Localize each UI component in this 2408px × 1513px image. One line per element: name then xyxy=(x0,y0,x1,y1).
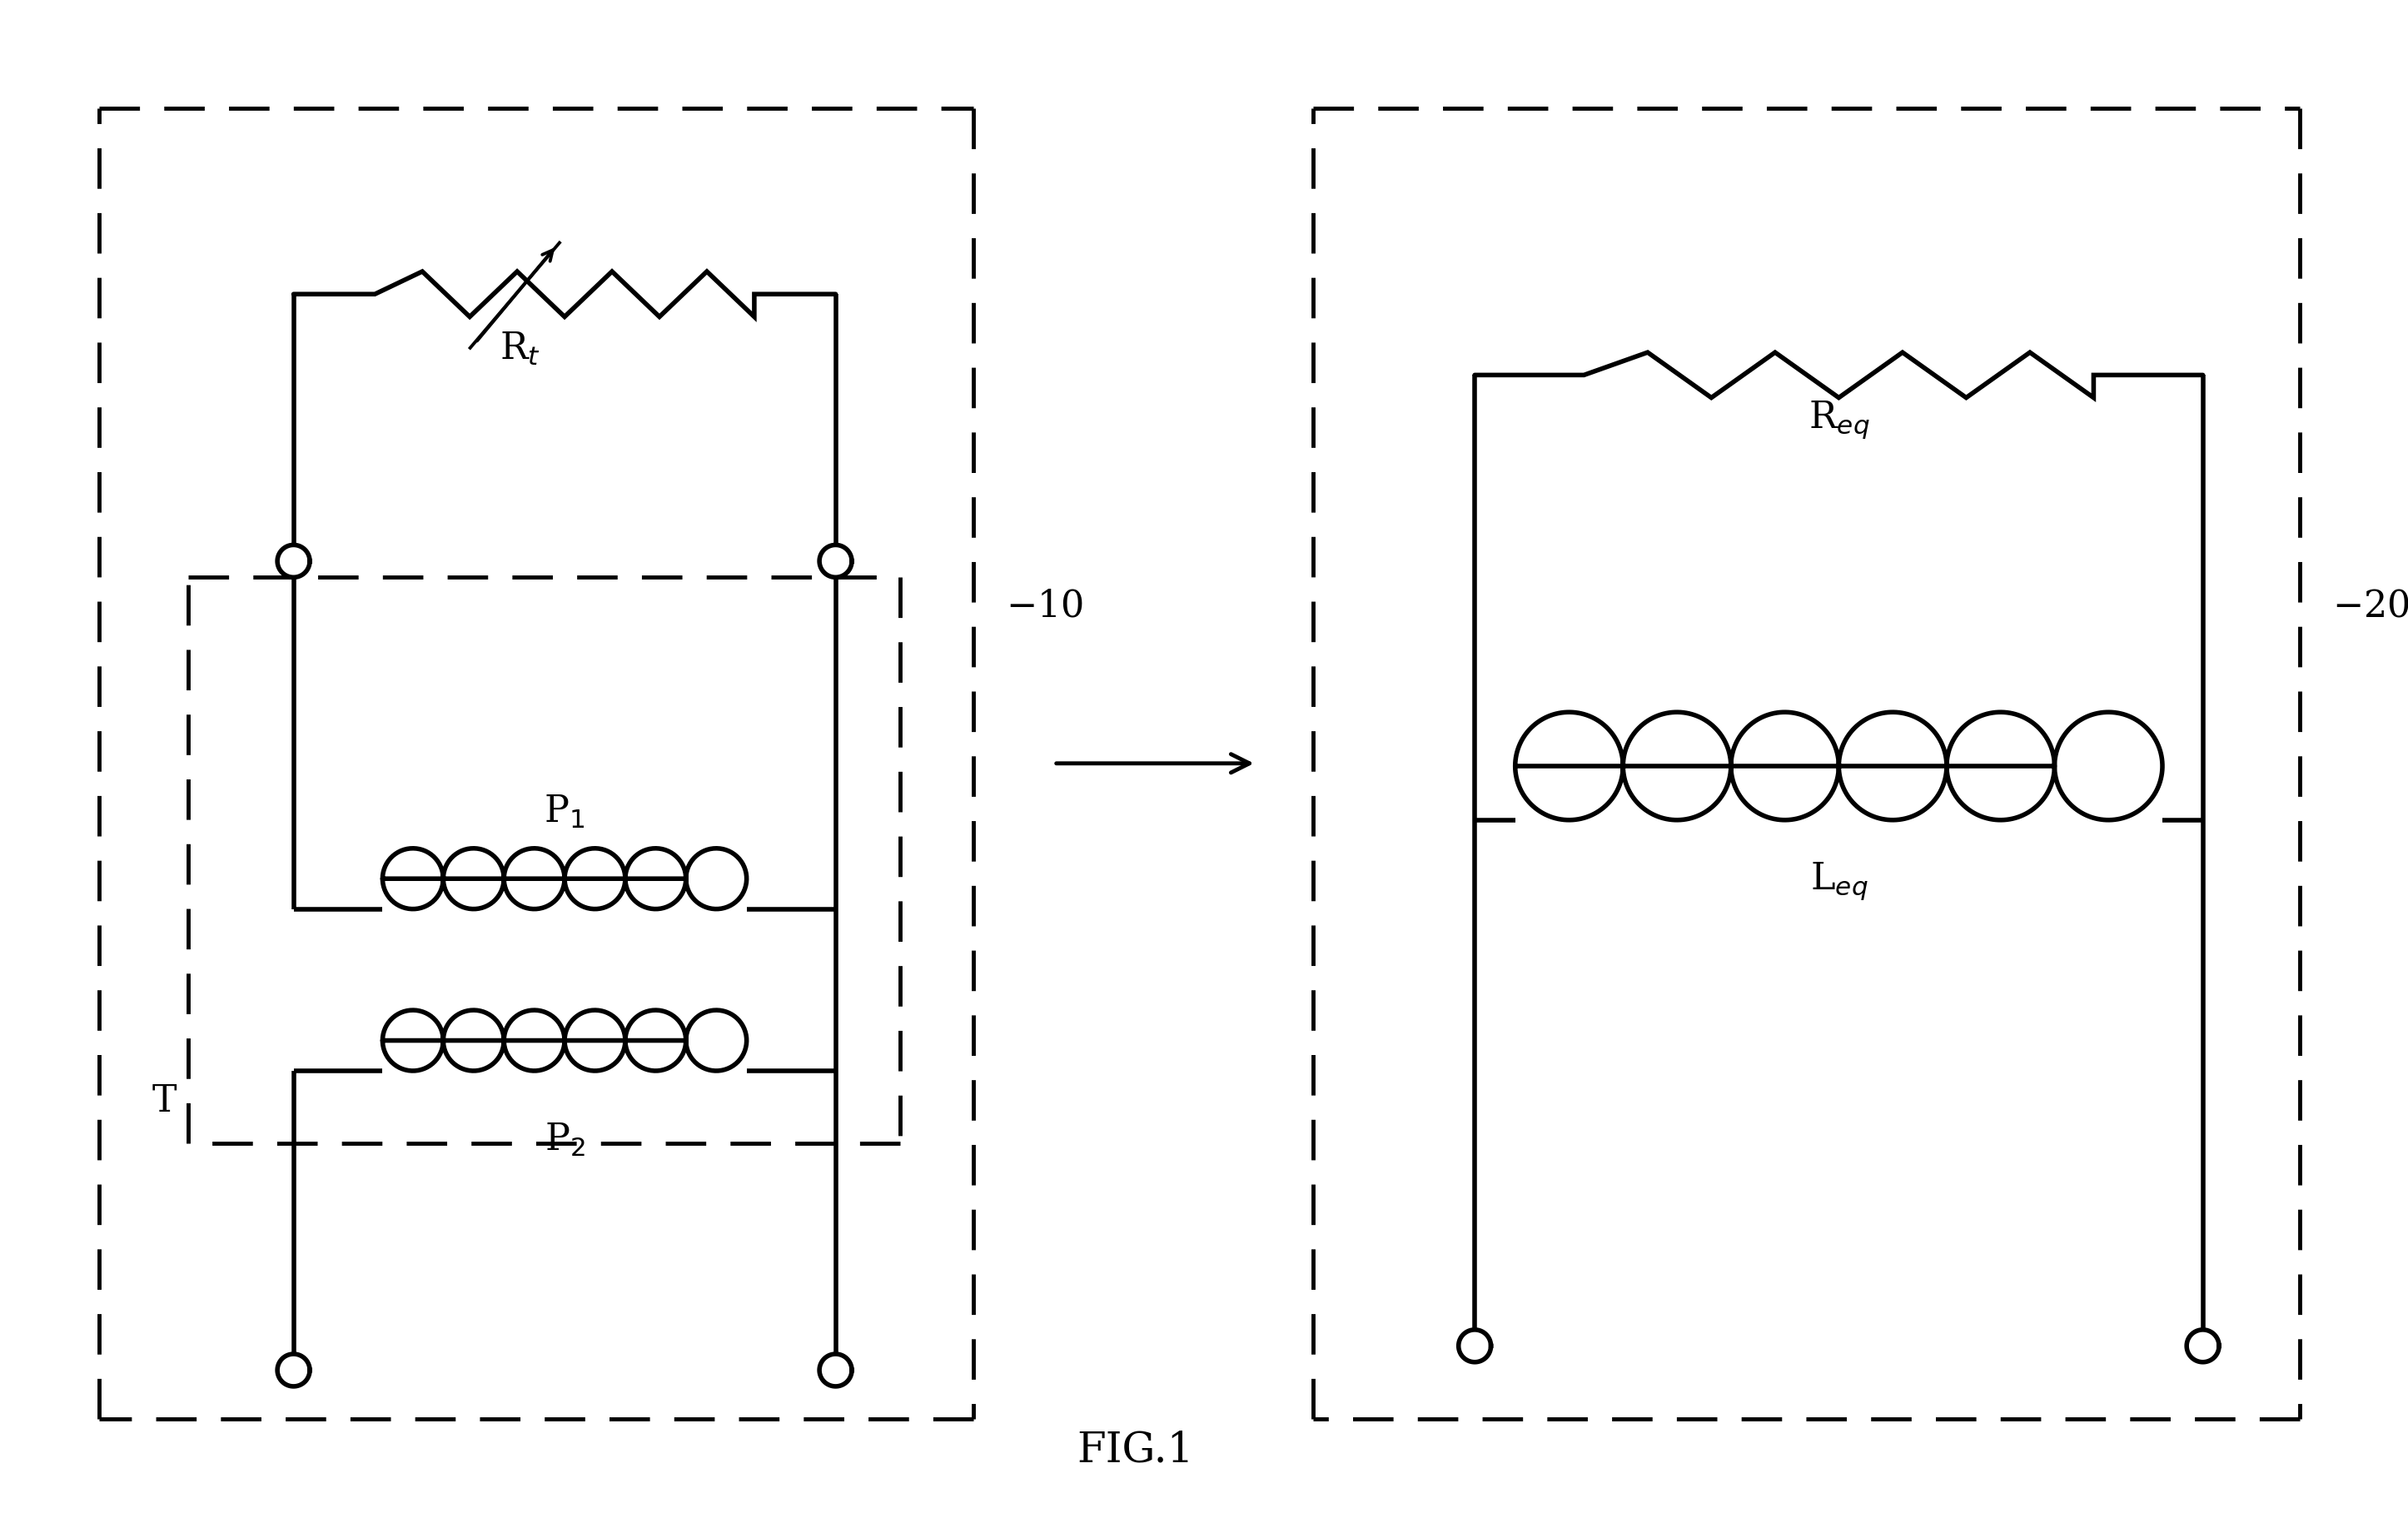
Polygon shape xyxy=(1459,1330,1491,1362)
Text: FIG.1: FIG.1 xyxy=(1076,1430,1194,1471)
Polygon shape xyxy=(277,545,311,578)
Text: $-$20: $-$20 xyxy=(2333,589,2408,623)
Text: T: T xyxy=(152,1083,176,1120)
Text: R$_{eq}$: R$_{eq}$ xyxy=(1808,399,1869,440)
Text: P$_2$: P$_2$ xyxy=(544,1121,585,1157)
Polygon shape xyxy=(277,1354,311,1386)
Text: L$_{eq}$: L$_{eq}$ xyxy=(1811,861,1869,902)
Text: P$_1$: P$_1$ xyxy=(544,793,585,831)
Polygon shape xyxy=(819,1354,852,1386)
Polygon shape xyxy=(819,545,852,578)
Text: R$_t$: R$_t$ xyxy=(498,330,539,368)
Polygon shape xyxy=(2186,1330,2220,1362)
Text: $-$10: $-$10 xyxy=(1007,589,1084,623)
